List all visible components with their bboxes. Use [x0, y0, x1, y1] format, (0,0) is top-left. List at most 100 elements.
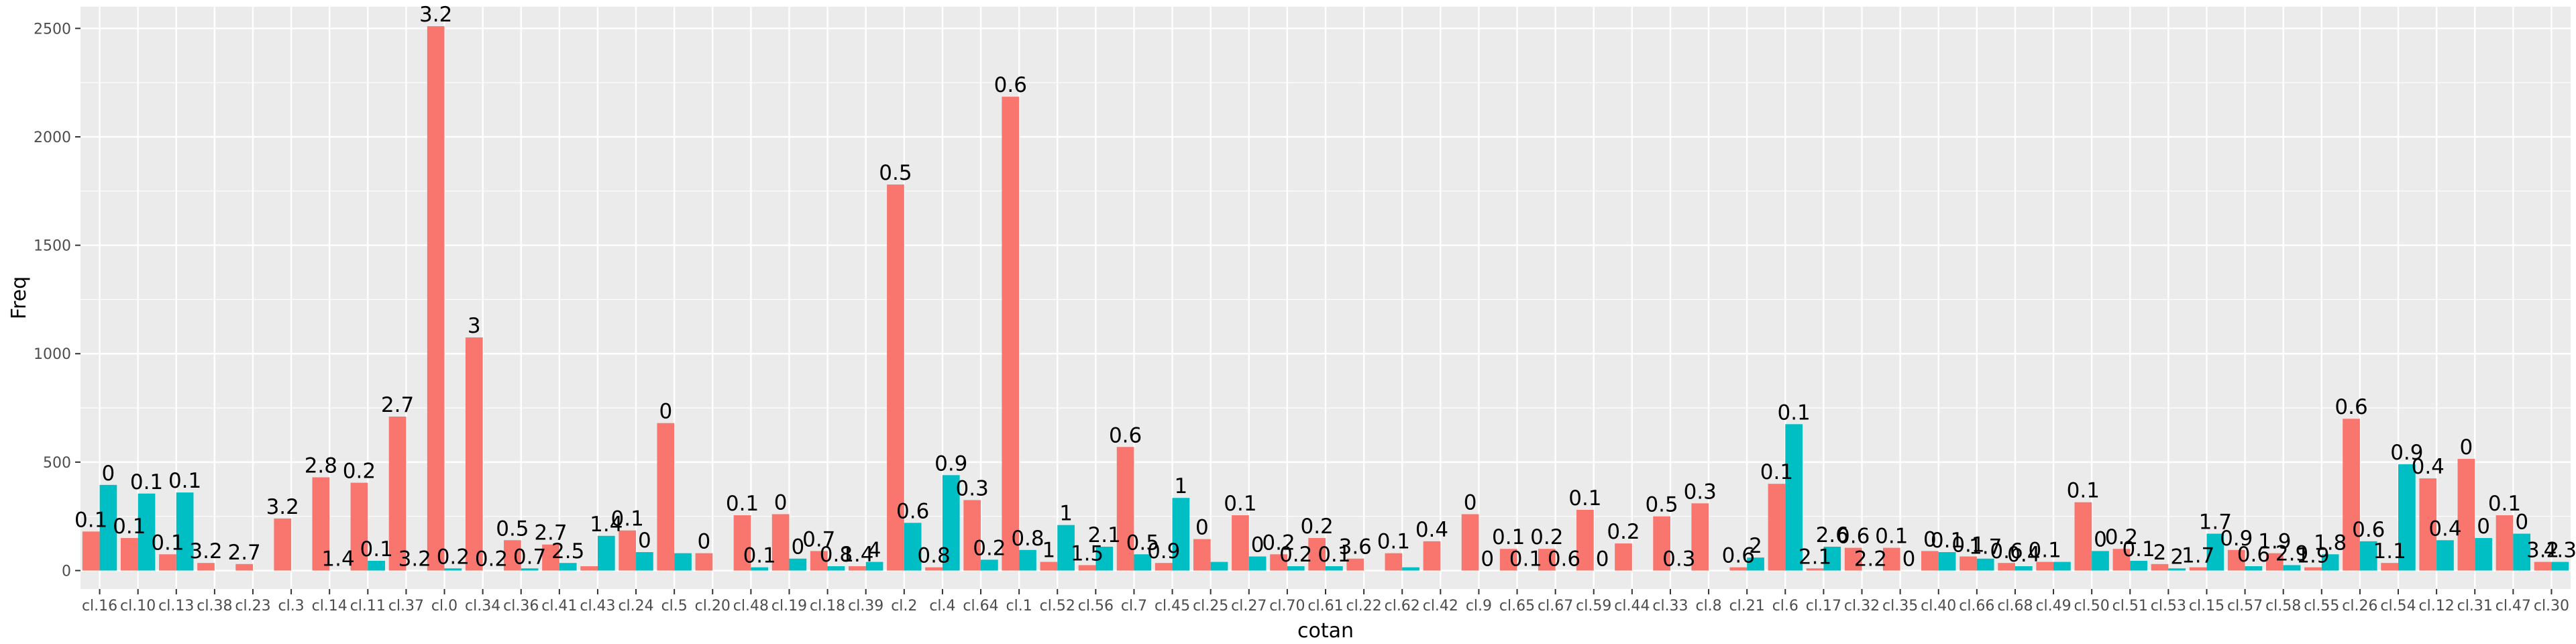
bar	[2534, 561, 2552, 571]
bar	[1232, 515, 1249, 571]
x-tick-label: cl.3	[278, 598, 304, 614]
x-tick-label: cl.38	[197, 598, 232, 614]
bar-value-label: 2	[2170, 545, 2184, 569]
bar-value-label: 1.4	[590, 513, 623, 537]
bar-value-label: 1	[1042, 539, 1056, 563]
x-tick-label: cl.43	[580, 598, 615, 614]
x-tick-label: cl.54	[2380, 598, 2416, 614]
bar-value-label: 0.2	[1279, 543, 1312, 567]
x-tick-label: cl.41	[541, 598, 577, 614]
x-tick-label: cl.42	[1423, 598, 1458, 614]
bar	[1806, 568, 1824, 571]
x-tick-label: cl.59	[1576, 598, 1611, 614]
x-tick-label: cl.15	[2189, 598, 2224, 614]
bar-value-label: 0.8	[1011, 527, 1044, 551]
bar-value-label: 1.9	[2296, 544, 2329, 568]
bar-value-label: 3.6	[1339, 535, 1372, 559]
bar	[138, 493, 156, 571]
bar	[1576, 510, 1594, 571]
bar	[1002, 97, 1020, 571]
bar	[789, 558, 807, 571]
bar	[1785, 424, 1803, 571]
bar-value-label: 0.1	[1318, 543, 1350, 567]
bar-value-label: 2.5	[551, 539, 584, 564]
bar	[657, 423, 675, 571]
bar	[2398, 464, 2416, 571]
bar	[733, 515, 751, 571]
bar-value-label: 2.1	[1088, 523, 1121, 547]
bar-value-label: 1.7	[2199, 511, 2232, 535]
x-tick-label: cl.2	[891, 598, 917, 614]
bar-value-label: 0	[1251, 533, 1265, 557]
x-tick-label: cl.62	[1385, 598, 1420, 614]
y-tick-label: 500	[43, 455, 71, 472]
bar-value-label: 1.7	[1969, 535, 2002, 559]
bar-value-label: 0.6	[1722, 544, 1755, 568]
bar	[904, 523, 922, 571]
bar	[2245, 566, 2263, 571]
x-tick-label: cl.64	[963, 598, 998, 614]
bar	[2304, 567, 2322, 571]
x-tick-label: cl.45	[1155, 598, 1190, 614]
bar-value-label: 1.4	[841, 543, 873, 567]
x-tick-label: cl.57	[2227, 598, 2263, 614]
x-tick-label: cl.67	[1538, 598, 1573, 614]
bar-value-label: 0.1	[2488, 492, 2521, 516]
x-tick-label: cl.48	[733, 598, 769, 614]
bar-value-label: 3.2	[419, 3, 452, 27]
y-tick-label: 0	[62, 564, 71, 580]
bar-value-label: 0	[2477, 515, 2490, 539]
bar-value-label: 0.6	[1837, 525, 1870, 549]
bar	[1921, 551, 1939, 571]
bar	[1172, 498, 1190, 571]
bar	[1193, 539, 1211, 571]
bar	[580, 566, 598, 571]
bar	[2513, 533, 2531, 571]
bar	[1499, 549, 1517, 571]
bar-value-label: 2	[1749, 534, 1762, 558]
x-tick-label: cl.33	[1652, 598, 1688, 614]
bar-value-label: 1.5	[1071, 541, 1104, 566]
bar	[444, 568, 462, 571]
bar-value-label: 0.6	[994, 73, 1027, 97]
x-axis: cl.16 cl.10 cl.13 cl.38 cl.23 cl.3 cl.14 cl.11 c…	[82, 589, 2569, 614]
bar	[865, 561, 883, 571]
bar	[597, 535, 615, 571]
bar-value-label: 0	[1596, 547, 1609, 572]
bar-value-label: 0.2	[973, 536, 1006, 560]
x-tick-label: cl.22	[1346, 598, 1382, 614]
bar-value-label: 0.6	[896, 499, 929, 523]
bar	[925, 567, 943, 571]
bar	[2092, 551, 2109, 571]
bar-value-label: 0.2	[1607, 520, 1640, 544]
bar	[1938, 552, 1956, 571]
bar-value-label: 0.1	[2029, 539, 2061, 563]
x-tick-label: cl.39	[848, 598, 883, 614]
bar-value-label: 0	[2515, 511, 2528, 535]
bar	[559, 563, 577, 571]
bar	[2343, 419, 2360, 571]
bar	[2053, 561, 2071, 571]
bar	[312, 477, 330, 571]
bar-value-label: 0	[1923, 527, 1937, 551]
x-tick-label: cl.14	[312, 598, 347, 614]
bar-value-label: 0.4	[1415, 518, 1448, 542]
x-tick-label: cl.25	[1193, 598, 1228, 614]
bar-value-label: 4.3	[2544, 539, 2576, 563]
bar	[942, 475, 960, 571]
bar	[1248, 556, 1267, 571]
bar-value-label: 0	[1195, 516, 1209, 540]
bar-value-label: 1.9	[2258, 530, 2291, 554]
x-axis-title: cotan	[1297, 619, 1354, 643]
x-tick-label: cl.23	[235, 598, 270, 614]
bar-value-label: 0.1	[1492, 525, 1525, 549]
bar-value-label: 2.7	[227, 541, 260, 565]
bar	[1998, 563, 2015, 571]
bar	[2551, 561, 2569, 571]
bar	[1134, 554, 1152, 571]
bar	[2015, 566, 2033, 571]
bar	[274, 518, 292, 571]
bar-value-label: 0.1	[168, 469, 201, 493]
x-tick-label: cl.51	[2112, 598, 2148, 614]
